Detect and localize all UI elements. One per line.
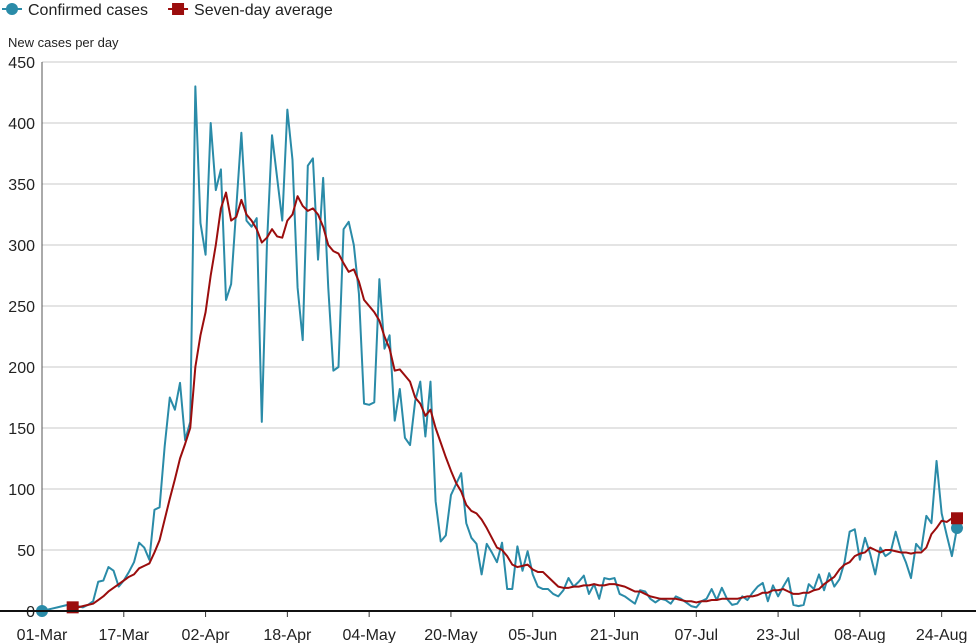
legend-label: Seven-day average	[194, 2, 333, 19]
y-tick-label: 150	[8, 421, 35, 438]
y-tick-label: 450	[8, 55, 35, 72]
y-tick-label: 250	[8, 299, 35, 316]
y-tick-label: 50	[17, 543, 35, 560]
x-tick-label: 02-Apr	[182, 627, 231, 643]
legend-marker	[6, 3, 18, 15]
y-axis-label: New cases per day	[8, 35, 119, 50]
legend-marker	[172, 3, 185, 15]
legend-label: Confirmed cases	[28, 2, 148, 19]
y-tick-label: 0	[26, 604, 35, 621]
x-tick-label: 05-Jun	[508, 627, 557, 643]
y-tick-label: 400	[8, 116, 35, 133]
x-tick-label: 20-May	[424, 627, 477, 643]
x-tick-label: 01-Mar	[17, 627, 68, 643]
y-tick-label: 200	[8, 360, 35, 377]
x-tick-label: 17-Mar	[98, 627, 149, 643]
x-tick-label: 18-Apr	[263, 627, 312, 643]
x-tick-label: 23-Jul	[756, 627, 800, 643]
end-marker	[951, 522, 963, 535]
end-marker	[951, 512, 963, 525]
series-line	[72, 191, 957, 609]
x-tick-label: 24-Aug	[916, 627, 968, 643]
y-tick-label: 300	[8, 238, 35, 255]
x-tick-label: 04-May	[342, 627, 395, 643]
series-line	[41, 85, 958, 612]
x-tick-label: 07-Jul	[675, 627, 719, 643]
y-tick-label: 350	[8, 177, 35, 194]
x-tick-label: 21-Jun	[590, 627, 639, 643]
x-tick-label: 08-Aug	[834, 627, 886, 643]
y-tick-label: 100	[8, 482, 35, 499]
